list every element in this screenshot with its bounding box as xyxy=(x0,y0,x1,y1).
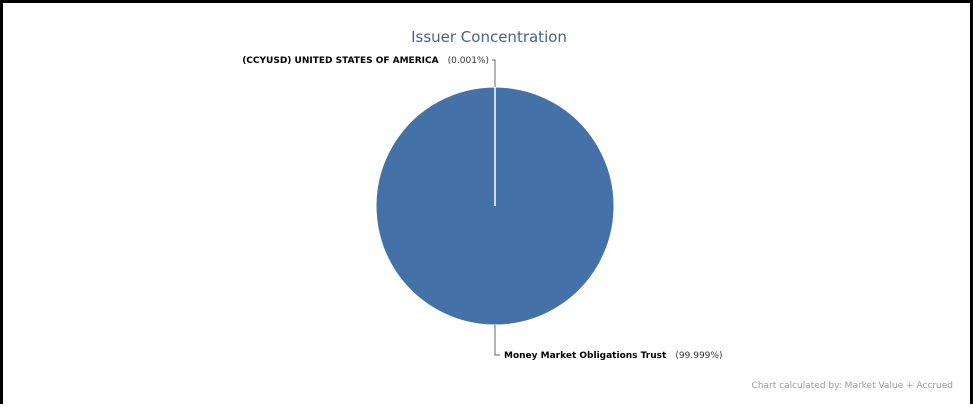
slice-label-mmot-pct: (99.999%) xyxy=(675,351,722,361)
leader-line-mmot xyxy=(495,325,500,355)
slice-label-mmot-name: Money Market Obligations Trust xyxy=(504,351,667,361)
chart-footnote: Chart calculated by: Market Value + Accr… xyxy=(752,381,953,391)
slice-label-mmot: Money Market Obligations Trust (99.999%) xyxy=(504,343,722,362)
slice-label-ccyusd-name: (CCYUSD) UNITED STATES OF AMERICA xyxy=(242,56,438,66)
pie-slices xyxy=(376,87,614,325)
issuer-pie-chart: Issuer Concentration (CCYUSD) UNITED STA… xyxy=(3,3,973,407)
slice-label-ccyusd: (CCYUSD) UNITED STATES OF AMERICA (0.001… xyxy=(242,48,489,67)
slice-label-ccyusd-pct: (0.001%) xyxy=(448,56,489,66)
leader-line-ccyusd xyxy=(492,60,495,87)
chart-title: Issuer Concentration xyxy=(411,28,567,46)
